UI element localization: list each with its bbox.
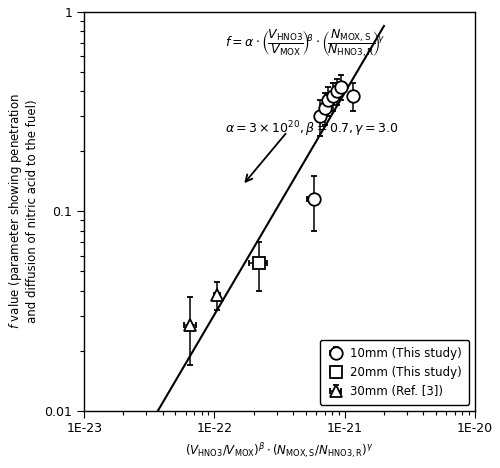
Legend: 10mm (This study), 20mm (This study), 30mm (Ref. [3]): 10mm (This study), 20mm (This study), 30… [320,340,469,405]
Text: $f = \alpha \cdot \left(\!\dfrac{V_{\mathregular{HNO3}}}{V_{\mathregular{MOX}}}\: $f = \alpha \cdot \left(\!\dfrac{V_{\mat… [225,28,385,60]
Y-axis label: $f$ value (parameter showing penetration
and diffusion of nitric acid to the fue: $f$ value (parameter showing penetration… [7,94,39,329]
X-axis label: $(V_{\mathregular{HNO3}}/V_{\mathregular{MOX}})^{\beta}\cdot(N_{\mathregular{MOX: $(V_{\mathregular{HNO3}}/V_{\mathregular… [186,441,374,461]
Text: $\alpha = 3\times10^{20}, \beta = 0.7, \gamma = 3.0$: $\alpha = 3\times10^{20}, \beta = 0.7, \… [225,120,398,139]
